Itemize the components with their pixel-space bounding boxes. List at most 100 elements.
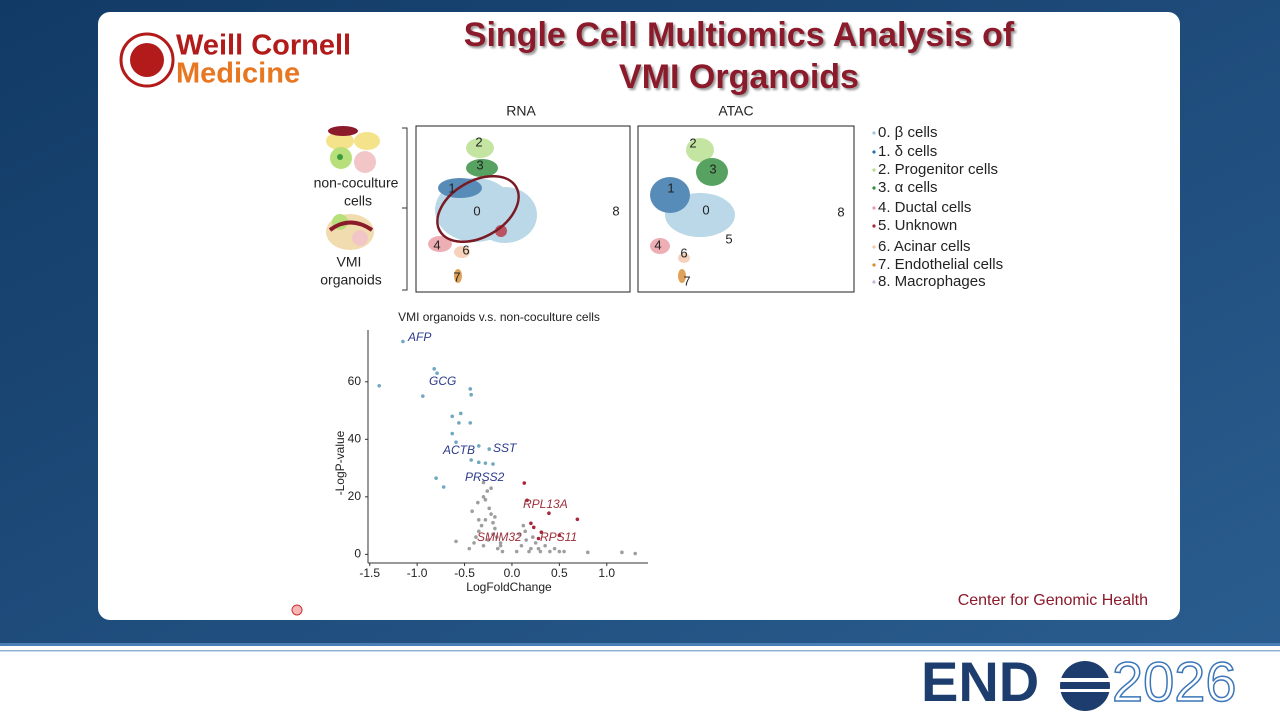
umap-panel — [415, 125, 631, 293]
legend-dot — [872, 131, 876, 135]
point — [476, 518, 481, 522]
point — [468, 387, 473, 391]
point — [481, 495, 486, 499]
point — [485, 489, 490, 493]
cluster-label: 0 — [702, 202, 709, 217]
point — [527, 549, 531, 554]
umap-panel — [637, 125, 855, 293]
logo-text: Weill Cornell — [176, 30, 351, 62]
point — [458, 411, 463, 416]
point — [524, 538, 528, 542]
point — [469, 392, 473, 397]
cluster-label: 2 — [689, 135, 696, 150]
point — [479, 523, 484, 528]
point — [519, 543, 524, 548]
cluster-label: 3 — [476, 157, 483, 172]
point — [450, 431, 455, 436]
point — [547, 511, 551, 516]
point — [401, 339, 405, 344]
point — [483, 461, 488, 465]
brand-logo — [1058, 661, 1112, 711]
point — [434, 476, 438, 480]
point — [543, 543, 547, 548]
cluster-label: 1 — [448, 180, 455, 195]
legend-entry: 0. β cells — [878, 124, 937, 141]
point — [552, 546, 557, 551]
gene-label: SMIM32 — [477, 530, 522, 544]
brand-text: 2026 — [1112, 650, 1237, 713]
point — [494, 535, 499, 539]
cluster-label: 8 — [837, 204, 844, 219]
point — [435, 371, 439, 375]
point — [514, 549, 519, 554]
legend-entry: 4. Ductal cells — [878, 199, 971, 216]
point — [529, 521, 533, 526]
point — [489, 512, 493, 516]
legend-entry: 6. Acinar cells — [878, 238, 971, 255]
x-tick-label: 0.0 — [504, 566, 521, 580]
gene-label: GCG — [429, 374, 456, 388]
point — [529, 546, 533, 551]
point — [585, 550, 590, 555]
point — [476, 500, 480, 505]
x-tick-label: -1.5 — [359, 566, 380, 580]
point — [533, 541, 538, 545]
cell-icons — [326, 126, 380, 250]
banner-line — [0, 643, 1280, 646]
slide — [98, 12, 1180, 620]
gene-label: AFP — [407, 330, 431, 344]
footer-text: Center for Genomic Health — [958, 592, 1148, 609]
slide-title: Single Cell Multiomics Analysis of — [464, 16, 1015, 54]
gene-label: PRSS2 — [465, 470, 505, 484]
panel-title: RNA — [506, 103, 536, 119]
point — [476, 529, 481, 534]
cluster-label: 4 — [654, 237, 661, 252]
cluster-label: 7 — [683, 273, 690, 288]
brand-text: END — [921, 650, 1039, 713]
chart-title: VMI organoids v.s. non-coculture cells — [398, 310, 600, 324]
point — [469, 458, 473, 462]
point — [495, 546, 500, 551]
point — [486, 538, 491, 542]
gene-label: SST — [493, 441, 518, 455]
group-label: organoids — [320, 272, 382, 288]
legend-entry: 5. Unknown — [878, 217, 957, 234]
y-tick-label: 0 — [354, 547, 361, 561]
point — [467, 546, 472, 551]
y-tick-label: 60 — [348, 374, 362, 388]
point — [557, 549, 562, 554]
point — [498, 543, 503, 548]
point — [481, 543, 486, 548]
highlight-ellipse — [436, 175, 520, 243]
legend-entry: 7. Endothelial cells — [878, 256, 1003, 273]
cluster-label: 3 — [709, 161, 716, 176]
point — [476, 444, 481, 448]
point — [483, 497, 488, 502]
point — [562, 549, 566, 554]
bracket — [402, 127, 408, 291]
legend-entry: 1. δ cells — [878, 143, 937, 160]
point — [487, 447, 491, 451]
x-tick-label: 1.0 — [598, 566, 615, 580]
cluster-label: 8 — [612, 203, 619, 218]
point — [531, 535, 535, 539]
point — [489, 486, 493, 491]
cluster-label: 7 — [453, 269, 460, 284]
point — [468, 421, 473, 425]
y-tick-label: 20 — [348, 489, 362, 503]
logo-text: Medicine — [176, 58, 300, 90]
cluster-label: 2 — [475, 134, 482, 149]
point — [525, 498, 529, 503]
point — [491, 462, 495, 466]
y-axis-label: -LogP-value — [333, 430, 347, 495]
cluster-label: 0 — [473, 203, 480, 218]
gene-label: RPS11 — [540, 530, 577, 544]
cluster-label: 5 — [725, 231, 732, 246]
point — [575, 517, 580, 522]
point — [474, 535, 478, 539]
legend-dot — [872, 206, 876, 210]
point — [454, 539, 458, 544]
logo-seal — [130, 43, 164, 77]
legend-dot — [872, 168, 876, 172]
